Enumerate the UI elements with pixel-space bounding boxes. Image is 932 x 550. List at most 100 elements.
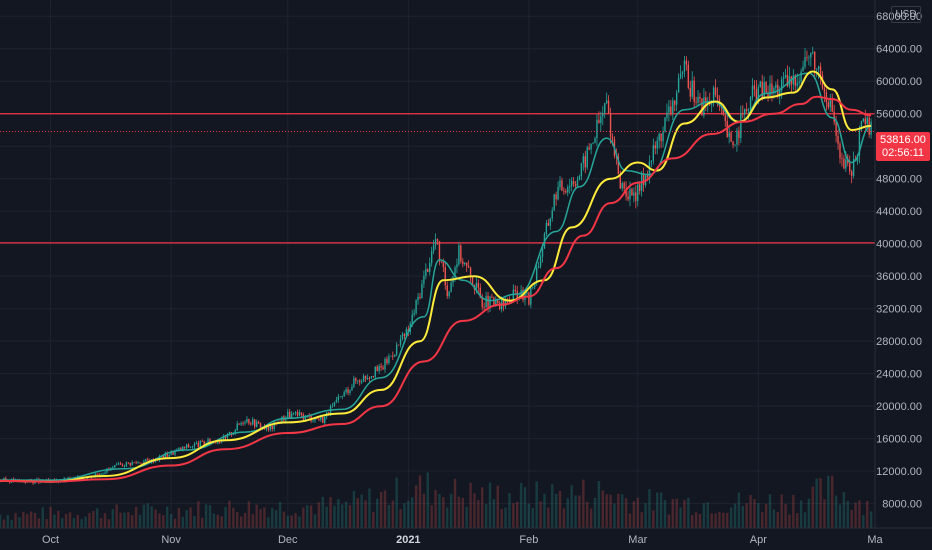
candle-body	[240, 423, 242, 425]
candle-body	[403, 333, 406, 336]
candle-body	[819, 66, 822, 76]
candle-body	[421, 283, 423, 298]
volume-bar	[621, 494, 624, 528]
volume-bar	[92, 510, 95, 528]
volume-bar	[815, 478, 818, 528]
candle-body	[860, 121, 863, 131]
volume-bar	[628, 513, 632, 528]
candle-body	[351, 386, 353, 391]
candle-body	[635, 192, 637, 202]
volume-bar	[648, 489, 651, 528]
candle-body	[629, 189, 631, 200]
volume-bar	[146, 503, 149, 528]
volume-bar	[640, 512, 643, 528]
volume-bar	[788, 514, 791, 528]
volume-bar	[239, 516, 243, 528]
volume-bar	[306, 505, 309, 528]
volume-bar	[582, 479, 585, 528]
candle-body	[337, 396, 340, 401]
candle-body	[366, 378, 369, 380]
candle-body	[228, 432, 231, 435]
volume-bar	[391, 500, 394, 528]
volume-bar	[624, 498, 628, 528]
candle-body	[355, 378, 357, 382]
candle-body	[289, 411, 291, 418]
candle-body	[185, 444, 188, 448]
y-tick-label: 8000.00	[882, 499, 922, 511]
candle-body	[464, 262, 466, 265]
volume-bar	[659, 492, 663, 528]
candle-body	[687, 64, 690, 89]
x-tick-label: Mar	[628, 534, 647, 546]
volume-bar	[586, 501, 589, 528]
candle-body	[322, 417, 324, 423]
time-axis[interactable]: Oct Nov Dec 2021 Feb Mar Apr Ma	[42, 534, 884, 546]
currency-label[interactable]: USD	[891, 6, 921, 23]
x-tick-label: Nov	[161, 534, 181, 546]
candle-body	[372, 376, 375, 377]
volume-bar	[749, 494, 752, 528]
volume-bar	[154, 509, 157, 528]
volume-bar	[726, 512, 729, 528]
candle-body	[460, 245, 462, 262]
y-tick-label: 24000.00	[876, 369, 922, 381]
volume-bar	[698, 514, 702, 528]
volume-bar	[866, 500, 869, 528]
candle-body	[625, 188, 627, 197]
candle-body	[664, 117, 666, 132]
candle-body	[716, 94, 719, 99]
candle-body	[695, 101, 697, 103]
volume-bar	[737, 492, 741, 528]
candle-body	[131, 462, 133, 466]
candle-body	[701, 98, 703, 116]
candle-body	[674, 100, 676, 105]
candle-body	[483, 307, 485, 308]
volume-bar	[558, 490, 562, 528]
candle-body	[100, 473, 102, 475]
volume-bar	[508, 492, 511, 528]
candle-body	[736, 130, 738, 145]
volume-bar	[776, 511, 779, 528]
candle-body	[658, 133, 660, 141]
volume-bar	[360, 494, 363, 528]
y-tick-label: 48000.00	[876, 174, 922, 186]
volume-bar	[527, 503, 531, 528]
candle-body	[539, 256, 542, 267]
volume-bar	[823, 499, 826, 528]
candle-body	[565, 191, 567, 193]
y-tick-label: 20000.00	[876, 401, 922, 413]
volume-bar	[372, 511, 375, 528]
candle-body	[417, 296, 419, 301]
candle-body	[255, 421, 258, 427]
candle-body	[567, 187, 569, 193]
volume-bar	[819, 478, 822, 528]
volume-bar	[212, 513, 216, 528]
candle-body	[633, 192, 635, 196]
candle-body	[360, 381, 363, 383]
candle-body	[98, 474, 100, 476]
volume-bar	[636, 497, 639, 528]
candle-body	[619, 173, 621, 189]
volume-bar	[10, 520, 13, 528]
y-tick-label: 32000.00	[876, 304, 922, 316]
candle-body	[287, 411, 289, 418]
volume-bar	[488, 482, 492, 528]
volume-bar	[309, 505, 313, 528]
price-axis[interactable]: 68000.0064000.0060000.0056000.0052000.00…	[876, 11, 922, 510]
candle-body	[841, 158, 843, 160]
candle-body	[609, 113, 612, 137]
candle-body	[298, 412, 301, 416]
volume-bar	[64, 513, 68, 528]
candle-body	[617, 156, 620, 174]
volume-bar	[134, 506, 138, 528]
volume-bar	[796, 513, 799, 528]
candle-body	[738, 130, 740, 138]
candle-body	[497, 299, 499, 303]
candle-body	[430, 251, 433, 264]
candle-body	[532, 287, 534, 289]
candle-body	[187, 444, 190, 448]
candle-body	[477, 282, 480, 288]
volume-bar	[197, 501, 200, 528]
y-tick-label: 60000.00	[876, 76, 922, 88]
